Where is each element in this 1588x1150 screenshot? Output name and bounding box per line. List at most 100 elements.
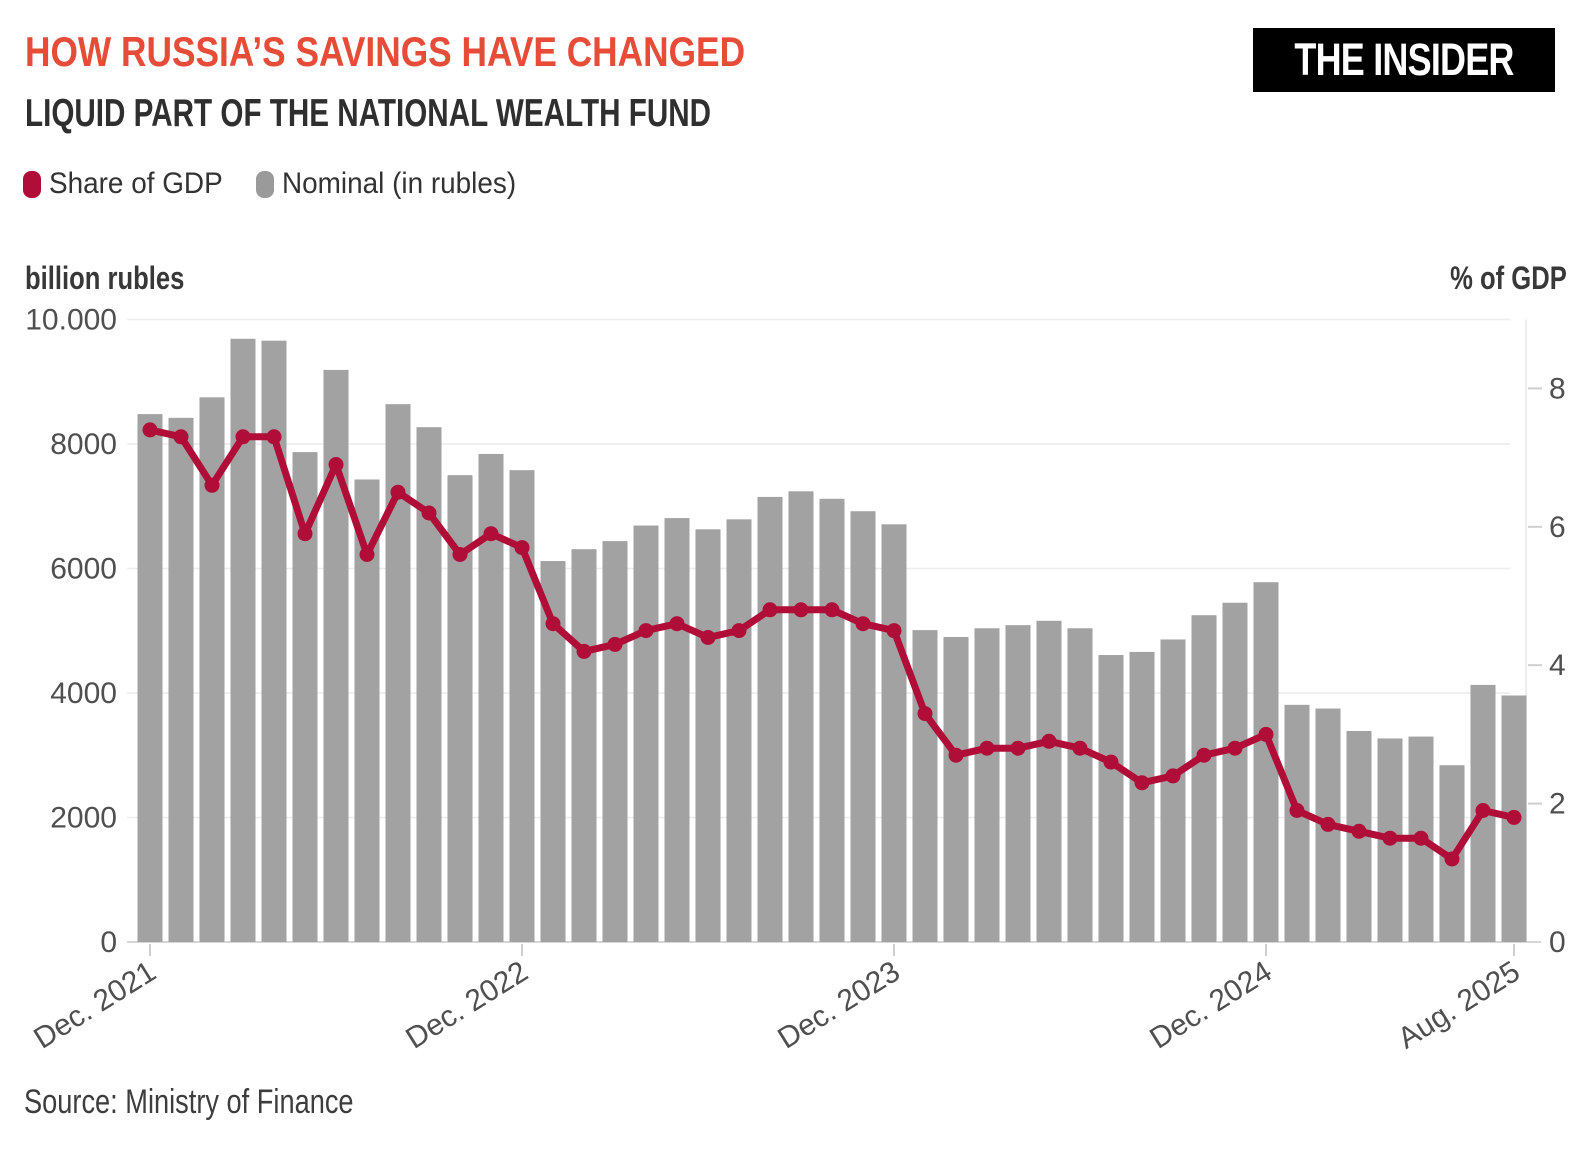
nominal-bar bbox=[726, 519, 752, 942]
nominal-bar bbox=[633, 525, 659, 942]
nominal-bar bbox=[1067, 628, 1093, 942]
gdp-share-point bbox=[1072, 740, 1088, 756]
share-of-gdp-swatch-icon bbox=[23, 170, 41, 198]
combo-chart: 0 2000 4000 6000 8000 10.000 0 2 4 6 8 Dec. 2021 Dec… bbox=[25, 304, 1566, 1056]
nominal-bar bbox=[137, 414, 163, 942]
x-axis-tick-label: Dec. 2022 bbox=[400, 955, 533, 1055]
gdp-share-point bbox=[1196, 747, 1212, 763]
gdp-share-point bbox=[514, 540, 530, 556]
x-axis-tick-label: Dec. 2021 bbox=[28, 955, 161, 1055]
gdp-share-point bbox=[700, 630, 716, 645]
gdp-share-point bbox=[948, 747, 964, 763]
source-credit: Source: Ministry of Finance bbox=[24, 1083, 354, 1121]
gdp-share-point bbox=[545, 616, 561, 632]
nominal-bar bbox=[943, 636, 969, 942]
legend-item-share-of-gdp: Share of GDP bbox=[23, 167, 236, 201]
gdp-share-point bbox=[390, 484, 406, 500]
gdp-share-point bbox=[1320, 816, 1336, 832]
gdp-share-point bbox=[1413, 830, 1429, 846]
right-axis-tick-label: 6 bbox=[1549, 511, 1566, 544]
x-axis-tick-label: Dec. 2023 bbox=[772, 955, 905, 1055]
nominal-bar bbox=[230, 338, 256, 942]
left-axis-tick-label: 2000 bbox=[50, 802, 117, 835]
gdp-share-point bbox=[607, 636, 623, 652]
page-title: HOW RUSSIA’S SAVINGS HAVE CHANGED bbox=[25, 28, 746, 75]
gdp-share-point bbox=[762, 602, 778, 618]
legend-item-nominal: Nominal (in rubles) bbox=[255, 167, 534, 201]
left-axis-tick-label: 6000 bbox=[50, 553, 117, 586]
nominal-bar bbox=[819, 498, 845, 942]
nominal-swatch-icon bbox=[255, 170, 274, 198]
nominal-bar bbox=[757, 496, 783, 942]
left-axis-tick-label: 4000 bbox=[50, 677, 117, 710]
gdp-share-point bbox=[235, 429, 251, 445]
nominal-bar bbox=[881, 524, 907, 942]
gdp-share-point bbox=[886, 623, 902, 639]
nominal-bar bbox=[1160, 639, 1186, 942]
nominal-bar bbox=[850, 511, 876, 942]
gdp-share-point bbox=[1103, 754, 1119, 770]
gdp-share-point bbox=[669, 616, 685, 632]
gdp-share-point bbox=[979, 740, 995, 756]
gdp-share-point bbox=[142, 422, 158, 438]
left-axis-tick-label: 8000 bbox=[50, 428, 117, 461]
gdp-share-point bbox=[1010, 740, 1026, 756]
nominal-bar bbox=[1284, 704, 1310, 942]
gdp-share-point bbox=[638, 623, 654, 639]
right-axis-tick-label: 8 bbox=[1549, 372, 1566, 405]
legend-label: Share of GDP bbox=[49, 167, 223, 200]
gdp-share-point bbox=[917, 706, 933, 722]
left-axis-title: billion rubles bbox=[25, 260, 185, 296]
gdp-share-point bbox=[297, 526, 313, 542]
nominal-bar bbox=[1036, 620, 1062, 942]
nominal-bar bbox=[571, 549, 597, 942]
gdp-share-point bbox=[1134, 775, 1150, 791]
nominal-bar bbox=[1098, 655, 1124, 942]
the-insider-logo: THE INSIDER bbox=[1252, 28, 1555, 92]
nominal-bar bbox=[912, 630, 938, 942]
right-axis-title: % of GDP bbox=[1450, 260, 1567, 296]
nominal-bar bbox=[168, 417, 194, 943]
nominal-bar bbox=[1222, 602, 1248, 942]
gdp-share-point bbox=[452, 547, 468, 562]
left-axis-tick-label: 0 bbox=[100, 926, 117, 959]
gdp-share-point bbox=[483, 526, 499, 542]
gdp-share-point bbox=[855, 616, 871, 632]
left-axis-tick-label: 10.000 bbox=[25, 304, 117, 337]
x-axis-tick-label: Aug. 2025 bbox=[1392, 955, 1525, 1055]
page-subtitle: LIQUID PART OF THE NATIONAL WEALTH FUND bbox=[25, 92, 712, 135]
nominal-bar bbox=[1129, 651, 1155, 942]
nominal-bar bbox=[602, 541, 628, 942]
nominal-bar bbox=[974, 628, 1000, 942]
nominal-bar bbox=[1005, 625, 1031, 942]
gdp-share-point bbox=[1475, 803, 1491, 818]
gdp-share-point bbox=[204, 477, 220, 493]
gdp-share-point bbox=[1227, 740, 1243, 756]
gdp-share-point bbox=[576, 643, 592, 659]
gdp-share-point bbox=[1351, 823, 1367, 839]
nominal-bar bbox=[1191, 615, 1217, 942]
gdp-share-point bbox=[328, 457, 344, 472]
gdp-share-point bbox=[1041, 733, 1057, 749]
nominal-bar bbox=[695, 529, 721, 942]
nominal-bar bbox=[323, 369, 349, 942]
nominal-bar bbox=[788, 491, 814, 942]
gdp-share-point bbox=[793, 602, 809, 618]
gdp-share-point bbox=[731, 623, 747, 639]
x-axis-tick-label: Dec. 2024 bbox=[1144, 955, 1277, 1055]
gdp-share-point bbox=[1444, 851, 1460, 867]
gdp-share-point bbox=[173, 429, 189, 445]
gdp-share-point bbox=[421, 505, 437, 521]
gdp-share-point bbox=[1289, 803, 1305, 818]
legend: Share of GDP Nominal (in rubles) bbox=[23, 167, 534, 201]
right-axis-tick-label: 2 bbox=[1549, 788, 1566, 821]
logo-text: THE INSIDER bbox=[1294, 34, 1514, 85]
gdp-share-point bbox=[1258, 726, 1274, 742]
nominal-bar bbox=[664, 518, 690, 942]
right-axis-tick-label: 4 bbox=[1549, 649, 1566, 682]
gdp-share-point bbox=[359, 547, 375, 562]
gdp-share-point bbox=[824, 602, 840, 618]
right-axis-tick-label: 0 bbox=[1549, 926, 1566, 959]
gdp-share-point bbox=[1382, 830, 1398, 846]
